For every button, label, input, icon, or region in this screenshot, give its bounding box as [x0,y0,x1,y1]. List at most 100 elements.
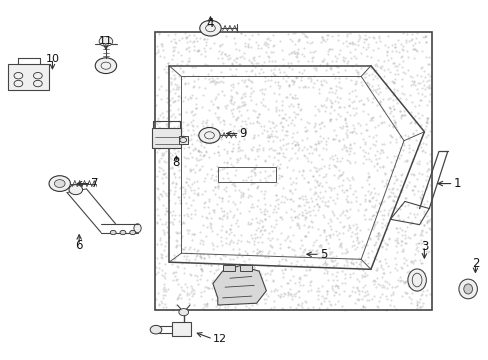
Point [154,237,162,243]
Point [334,171,342,177]
Point [259,163,267,169]
Point [330,264,338,269]
Point [418,270,426,275]
Point [196,319,203,325]
Text: 10: 10 [45,54,60,64]
Point [321,208,329,213]
Point [223,48,230,54]
Point [407,318,415,324]
Point [414,274,422,280]
Point [401,159,409,165]
Point [231,238,239,243]
Point [411,319,419,325]
Point [388,262,396,268]
Point [300,138,308,144]
Point [373,187,381,193]
Point [286,173,294,179]
Point [286,294,294,300]
Point [349,132,357,138]
Point [240,305,247,310]
Point [276,193,284,199]
Point [390,161,398,167]
Point [241,78,248,84]
Point [301,140,308,146]
Point [392,129,400,135]
Point [161,111,168,117]
Point [319,103,327,108]
Point [354,76,362,82]
Point [223,194,230,199]
Point [347,125,355,131]
Point [307,107,315,113]
Point [364,166,371,172]
Point [206,139,214,145]
Point [386,195,394,201]
Point [246,177,254,183]
Point [365,282,372,288]
Point [345,258,352,264]
Point [260,315,268,321]
Point [407,235,414,241]
Point [424,293,432,299]
Point [325,289,333,295]
Point [398,301,406,306]
Point [357,170,365,176]
Point [188,262,196,268]
Point [327,297,335,302]
Point [162,291,169,296]
Point [387,276,395,282]
Point [377,110,385,116]
Point [250,90,258,96]
Point [389,169,397,175]
Point [301,144,309,149]
Point [227,267,235,273]
Point [247,275,255,281]
Point [314,111,322,117]
Point [259,231,267,237]
Point [320,104,328,110]
Point [295,101,303,107]
Point [366,239,374,245]
Point [269,148,277,153]
Point [331,72,339,77]
Point [224,179,231,185]
Point [163,239,171,245]
Point [228,108,236,114]
Point [300,202,307,208]
Point [156,212,164,218]
Point [412,324,420,330]
Point [218,189,225,194]
Point [328,96,336,102]
Point [274,288,282,294]
Point [400,284,408,290]
Point [220,168,227,174]
Point [300,226,308,231]
Point [374,199,382,205]
Point [379,142,387,148]
Point [292,132,300,138]
Point [323,63,331,68]
Point [247,188,255,193]
Point [184,306,192,312]
Point [392,87,400,93]
Point [250,188,258,193]
Point [323,66,330,72]
Point [380,132,388,138]
Point [300,152,307,158]
Point [348,232,356,238]
Point [419,132,427,138]
Point [270,221,278,227]
Point [165,189,173,195]
Point [376,153,384,159]
Point [254,284,262,290]
Point [300,122,308,127]
Point [324,122,332,127]
Point [206,131,214,137]
Point [389,274,397,280]
Point [235,155,243,161]
Point [291,168,299,174]
Point [249,220,257,225]
Point [244,198,252,204]
Point [183,141,191,147]
Point [397,152,405,158]
